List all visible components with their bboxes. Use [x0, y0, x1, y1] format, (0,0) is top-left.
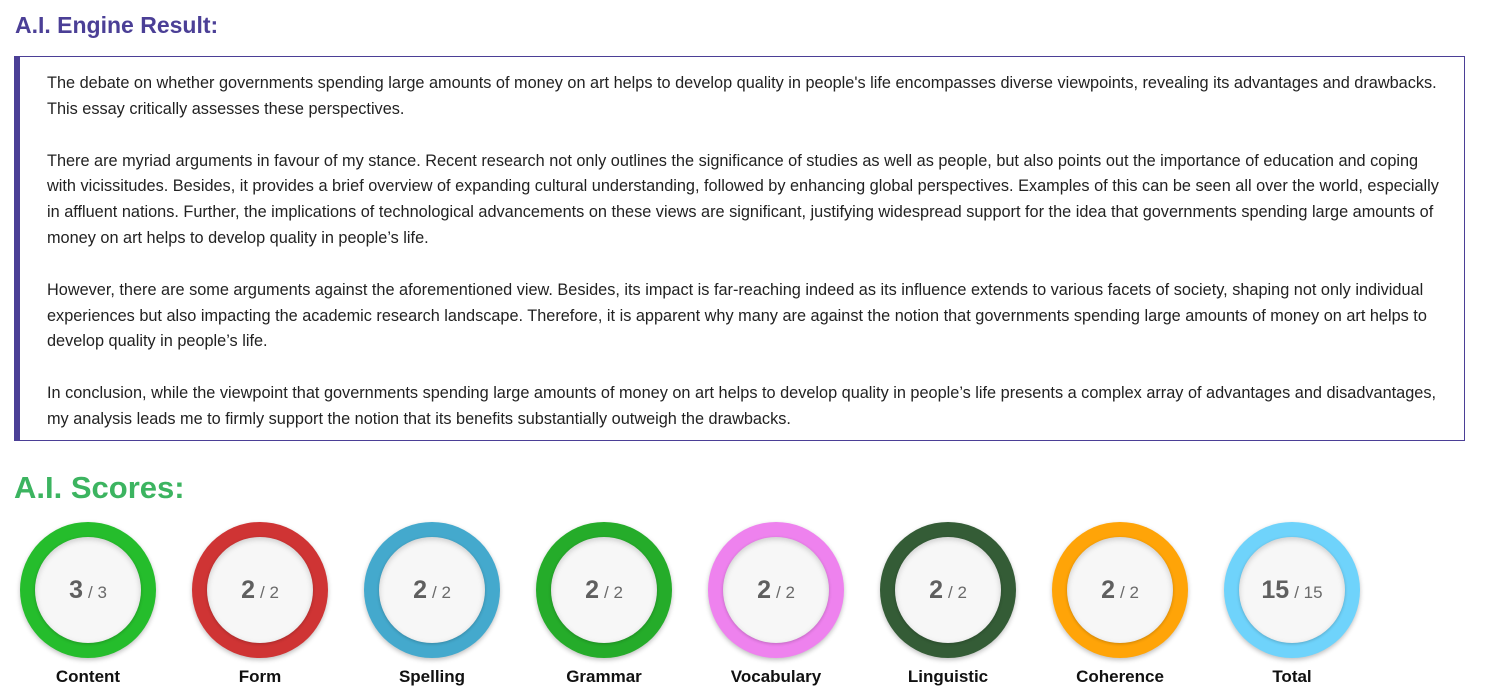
score-coherence: 2 / 2 Coherence [1052, 522, 1188, 692]
score-label: Linguistic [907, 667, 989, 686]
essay-paragraph: However, there are some arguments agains… [47, 280, 1427, 351]
score-value: 2 [585, 575, 599, 604]
score-max: / 15 [1294, 583, 1323, 602]
scores-title: A.I. Scores: [14, 470, 185, 505]
score-value: 2 [1101, 575, 1115, 604]
score-max: / 2 [260, 583, 279, 602]
score-label: Grammar [566, 667, 642, 686]
score-circle: 2 / 2 [551, 537, 657, 643]
score-circle: 3 / 3 [35, 537, 141, 643]
score-label: Total [1272, 667, 1312, 686]
score-ring: 15/ 15 [1224, 522, 1360, 658]
score-form: 2 / 2 Form [192, 522, 328, 692]
score-circle: 2 / 2 [895, 537, 1001, 643]
score-max: / 2 [432, 583, 451, 602]
score-value: 15 [1261, 575, 1290, 604]
essay-paragraph: In conclusion, while the viewpoint that … [47, 384, 1436, 428]
essay-text-box: The debate on whether governments spendi… [14, 56, 1465, 441]
essay-paragraph: The debate on whether governments spendi… [47, 74, 1437, 118]
score-ring: 2 / 2 [536, 522, 672, 658]
score-ring: 2 / 2 [1052, 522, 1188, 658]
score-ring: 2 / 2 [192, 522, 328, 658]
score-label: Spelling [398, 667, 466, 686]
score-value: 2 [929, 575, 943, 604]
score-linguistic: 2 / 2 Linguistic [880, 522, 1016, 692]
score-ring: 2 / 2 [364, 522, 500, 658]
score-total: 15/ 15 Total [1224, 522, 1360, 692]
score-label: Content [55, 667, 121, 686]
score-max: / 3 [88, 583, 107, 602]
essay-paragraph: There are myriad arguments in favour of … [47, 151, 1439, 247]
score-label: Coherence [1076, 667, 1164, 686]
score-spelling: 2 / 2 Spelling [364, 522, 500, 692]
score-max: / 2 [1120, 583, 1139, 602]
score-value: 3 [69, 575, 83, 604]
score-circle: 2 / 2 [207, 537, 313, 643]
score-max: / 2 [604, 583, 623, 602]
score-vocabulary: 2 / 2 Vocabulary [708, 522, 844, 692]
score-circle: 2 / 2 [379, 537, 485, 643]
score-ring: 2 / 2 [880, 522, 1016, 658]
score-value: 2 [241, 575, 255, 604]
scores-row: 3 / 3 Content 2 / 2 Form 2 / 2 Spelling 2 / … [20, 522, 1420, 692]
score-ring: 3 / 3 [20, 522, 156, 658]
score-circle: 15/ 15 [1239, 537, 1345, 643]
score-grammar: 2 / 2 Grammar [536, 522, 672, 692]
score-max: / 2 [948, 583, 967, 602]
score-value: 2 [757, 575, 771, 604]
score-max: / 2 [776, 583, 795, 602]
score-circle: 2 / 2 [1067, 537, 1173, 643]
score-content: 3 / 3 Content [20, 522, 156, 692]
score-value: 2 [413, 575, 427, 604]
score-label: Vocabulary [730, 667, 822, 686]
engine-result-title: A.I. Engine Result: [15, 12, 219, 38]
score-circle: 2 / 2 [723, 537, 829, 643]
score-label: Form [238, 667, 282, 686]
score-ring: 2 / 2 [708, 522, 844, 658]
